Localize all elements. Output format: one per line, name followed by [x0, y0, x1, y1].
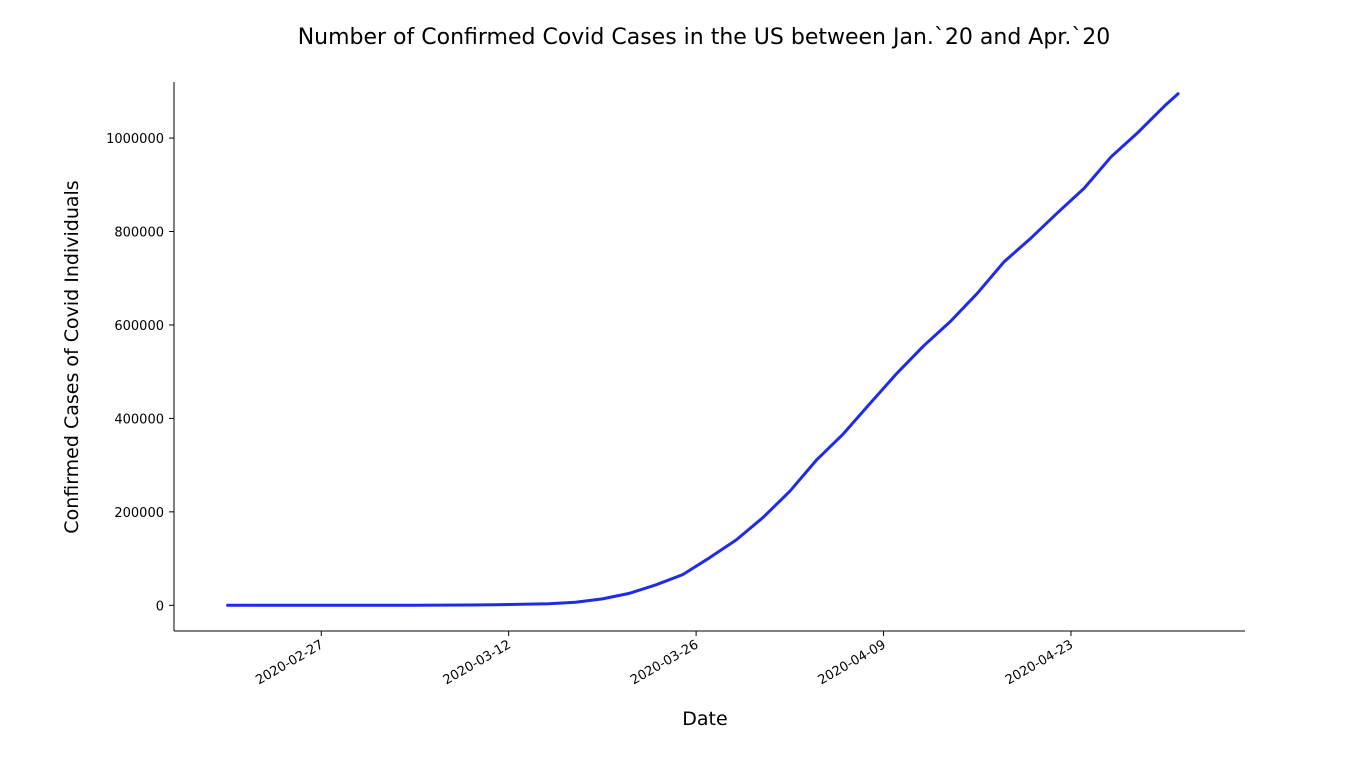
x-tick-label: 2020-02-27: [253, 637, 326, 688]
chart-title: Number of Confirmed Covid Cases in the U…: [298, 25, 1111, 50]
y-tick-label: 200000: [114, 506, 164, 521]
series-line-confirmed-cases: [226, 92, 1180, 607]
y-axis-ticks: 0 200000 400000 600000 800000 1000000: [106, 132, 174, 614]
y-tick-label: 800000: [114, 226, 164, 241]
y-tick-label: 1000000: [106, 132, 164, 147]
y-tick-label: 0: [156, 599, 164, 614]
x-tick-label: 2020-03-12: [441, 637, 514, 688]
x-tick-label: 2020-03-26: [628, 637, 701, 688]
y-tick-label: 400000: [114, 412, 164, 427]
y-tick-label: 600000: [114, 319, 164, 334]
x-tick-label: 2020-04-23: [1003, 637, 1076, 688]
x-axis-ticks: 2020-02-27 2020-03-12 2020-03-26 2020-04-09…: [253, 631, 1076, 688]
x-axis-label: Date: [682, 708, 727, 730]
x-tick-label: 2020-04-09: [816, 637, 889, 688]
y-axis-label: Confirmed Cases of Covid Individuals: [61, 180, 83, 533]
